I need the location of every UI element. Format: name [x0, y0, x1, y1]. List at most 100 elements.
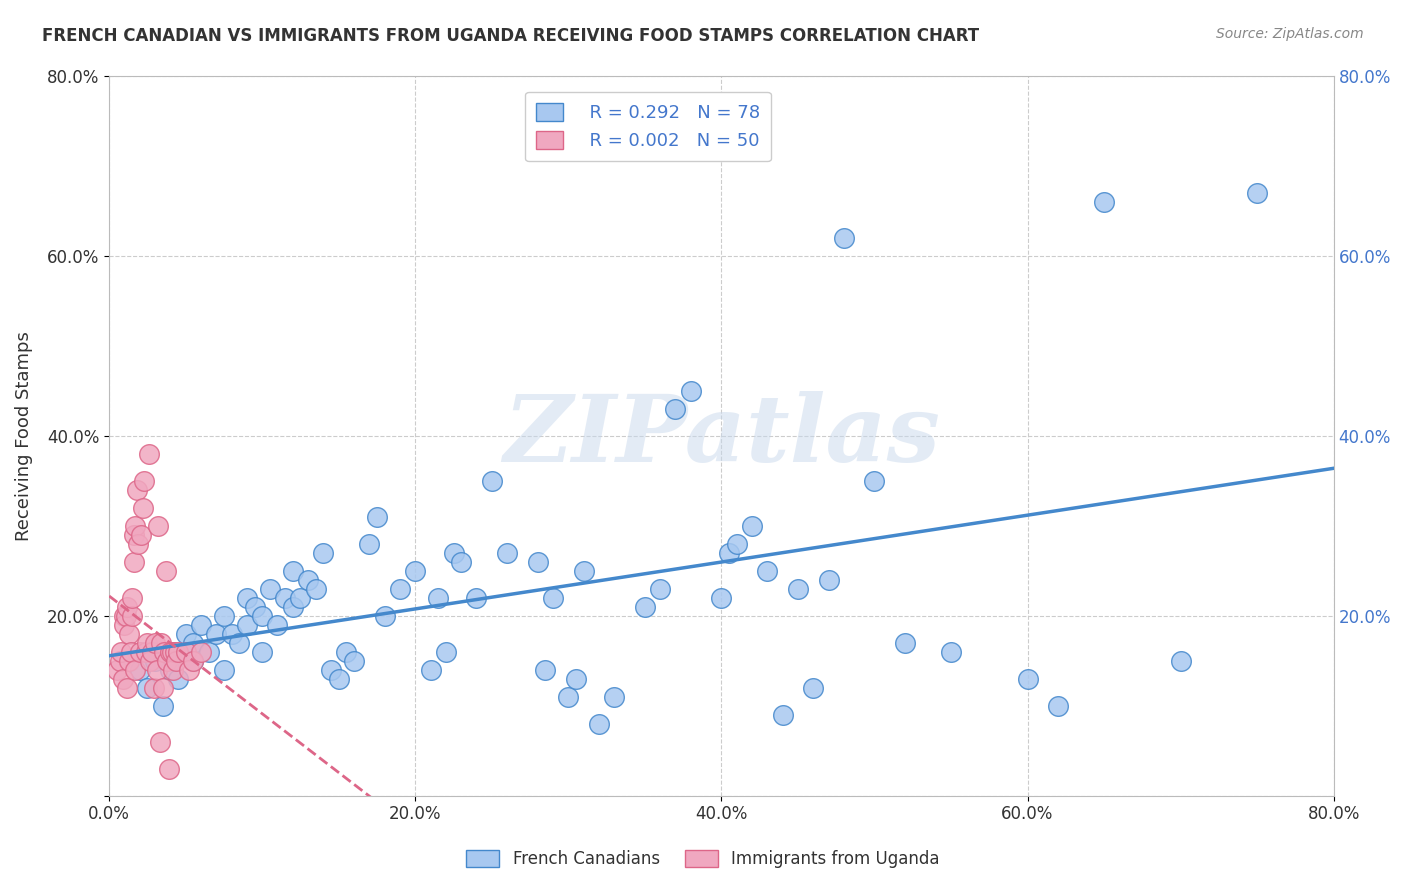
Point	[359, 537, 381, 551]
Point	[787, 582, 810, 596]
Point	[419, 663, 441, 677]
Point	[212, 663, 235, 677]
Point	[162, 663, 184, 677]
Point	[135, 645, 157, 659]
Point	[236, 617, 259, 632]
Point	[122, 555, 145, 569]
Point	[166, 654, 188, 668]
Point	[650, 582, 672, 596]
Point	[112, 608, 135, 623]
Point	[427, 591, 450, 605]
Point	[125, 483, 148, 497]
Point	[450, 555, 472, 569]
Point	[374, 608, 396, 623]
Point	[117, 599, 139, 614]
Point	[163, 645, 186, 659]
Point	[718, 546, 741, 560]
Point	[305, 582, 328, 596]
Point	[404, 564, 426, 578]
Point	[197, 645, 219, 659]
Point	[1092, 194, 1115, 209]
Point	[388, 582, 411, 596]
Point	[121, 591, 143, 605]
Point	[159, 645, 181, 659]
Point	[319, 663, 342, 677]
Point	[118, 626, 141, 640]
Text: FRENCH CANADIAN VS IMMIGRANTS FROM UGANDA RECEIVING FOOD STAMPS CORRELATION CHAR: FRENCH CANADIAN VS IMMIGRANTS FROM UGAND…	[42, 27, 980, 45]
Point	[181, 654, 204, 668]
Text: ZIPatlas: ZIPatlas	[503, 391, 939, 481]
Point	[190, 617, 212, 632]
Point	[160, 645, 183, 659]
Point	[156, 654, 179, 668]
Point	[243, 599, 266, 614]
Point	[136, 681, 159, 695]
Point	[939, 645, 962, 659]
Point	[634, 599, 657, 614]
Point	[496, 546, 519, 560]
Point	[443, 546, 465, 560]
Point	[111, 672, 134, 686]
Point	[155, 564, 177, 578]
Point	[465, 591, 488, 605]
Point	[1017, 672, 1039, 686]
Point	[863, 474, 886, 488]
Point	[122, 527, 145, 541]
Point	[136, 636, 159, 650]
Point	[741, 518, 763, 533]
Point	[366, 509, 388, 524]
Point	[129, 527, 152, 541]
Point	[205, 626, 228, 640]
Point	[141, 645, 163, 659]
Point	[190, 645, 212, 659]
Point	[157, 762, 180, 776]
Point	[143, 654, 166, 668]
Point	[335, 645, 357, 659]
Point	[588, 716, 610, 731]
Point	[297, 573, 319, 587]
Point	[152, 681, 174, 695]
Point	[117, 681, 139, 695]
Point	[710, 591, 733, 605]
Point	[221, 626, 243, 640]
Point	[167, 645, 190, 659]
Point	[115, 608, 138, 623]
Point	[526, 555, 548, 569]
Point	[801, 681, 824, 695]
Text: Source: ZipAtlas.com: Source: ZipAtlas.com	[1216, 27, 1364, 41]
Point	[603, 690, 626, 704]
Point	[266, 617, 288, 632]
Point	[177, 663, 200, 677]
Point	[127, 537, 149, 551]
Point	[132, 500, 155, 515]
Point	[110, 645, 132, 659]
Point	[281, 564, 304, 578]
Point	[481, 474, 503, 488]
Point	[105, 663, 128, 677]
Point	[124, 663, 146, 677]
Point	[290, 591, 312, 605]
Point	[228, 636, 250, 650]
Point	[679, 384, 702, 398]
Point	[124, 518, 146, 533]
Point	[1246, 186, 1268, 200]
Point	[236, 591, 259, 605]
Point	[120, 645, 142, 659]
Point	[664, 401, 686, 416]
Point	[343, 654, 366, 668]
Point	[159, 663, 181, 677]
Point	[541, 591, 564, 605]
Point	[153, 645, 176, 659]
Point	[565, 672, 588, 686]
Point	[434, 645, 457, 659]
Point	[274, 591, 297, 605]
Point	[250, 645, 273, 659]
Point	[118, 654, 141, 668]
Point	[174, 626, 197, 640]
Point	[159, 645, 181, 659]
Point	[328, 672, 350, 686]
Point	[174, 645, 197, 659]
Legend:   R = 0.292   N = 78,   R = 0.002   N = 50: R = 0.292 N = 78, R = 0.002 N = 50	[526, 92, 770, 161]
Point	[725, 537, 748, 551]
Point	[167, 672, 190, 686]
